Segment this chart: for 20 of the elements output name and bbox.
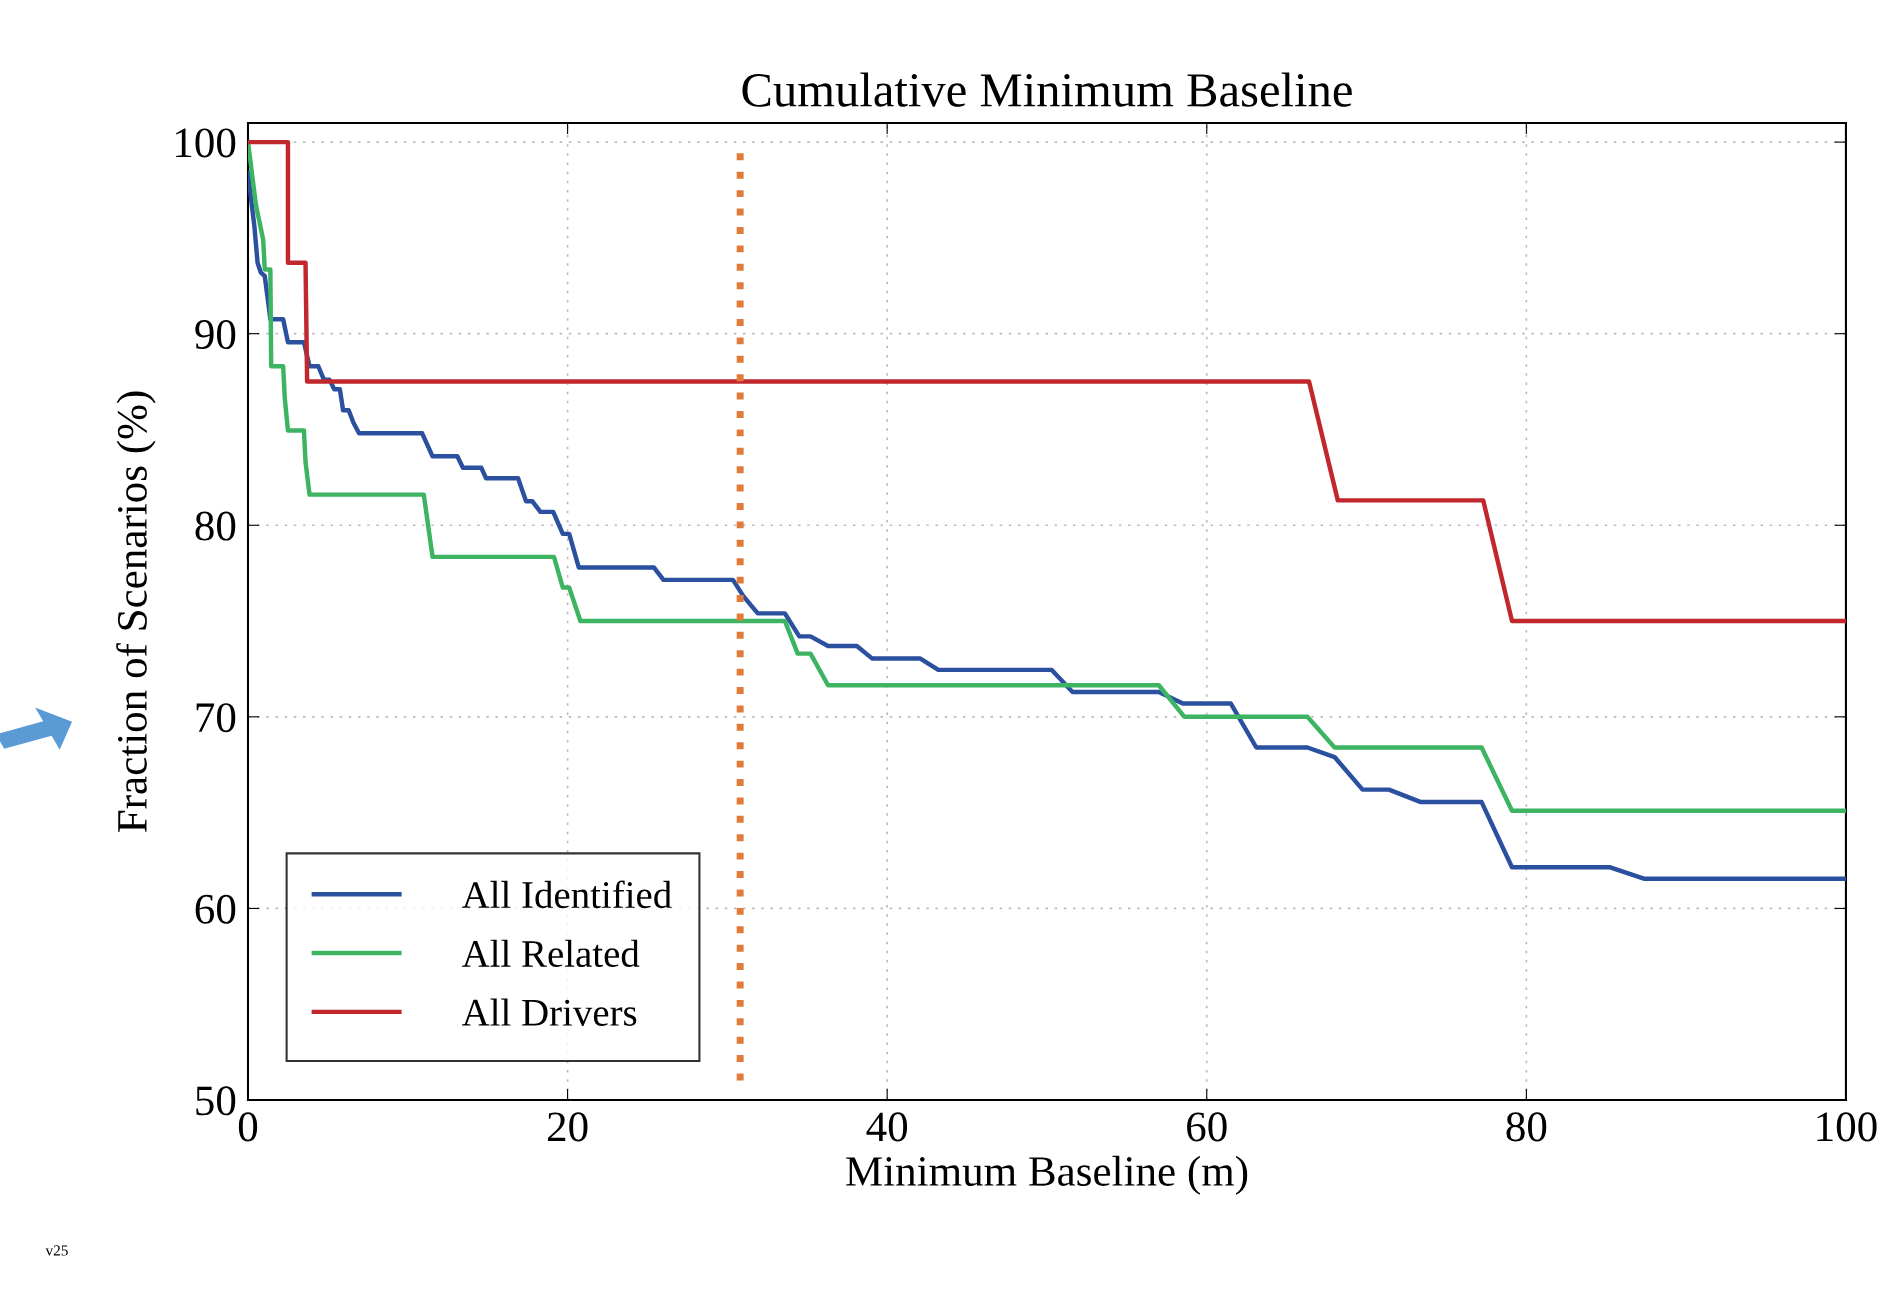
y-axis-title: Fraction of Scenarios (%) <box>116 391 156 833</box>
text: v25 <box>45 1245 68 1256</box>
y-tick-label: 80 <box>195 511 236 541</box>
x-tick-label: 20 <box>547 1112 588 1142</box>
x-tick-label: 80 <box>1506 1112 1547 1142</box>
x-tick-label: 100 <box>1817 1112 1877 1142</box>
x-tick-label: 60 <box>1187 1112 1227 1142</box>
y-tick-label: 100 <box>176 128 236 158</box>
y-tick-label: 90 <box>195 319 236 350</box>
legend-label: All Drivers <box>462 998 637 1026</box>
x-tick-label: 0 <box>238 1112 258 1142</box>
line-series <box>248 139 1846 624</box>
y-tick-label: 70 <box>196 703 236 733</box>
x-tick-label: 40 <box>866 1112 908 1142</box>
y-tick-label: 60 <box>195 894 236 924</box>
y-tick-label: 50 <box>196 1086 236 1116</box>
chart-title: Cumulative Minimum Baseline <box>742 72 1352 107</box>
x-axis-title: Minimum Baseline (m) <box>846 1155 1248 1195</box>
legend-label: All Related <box>462 939 640 968</box>
legend-label: All Identified <box>462 880 672 909</box>
